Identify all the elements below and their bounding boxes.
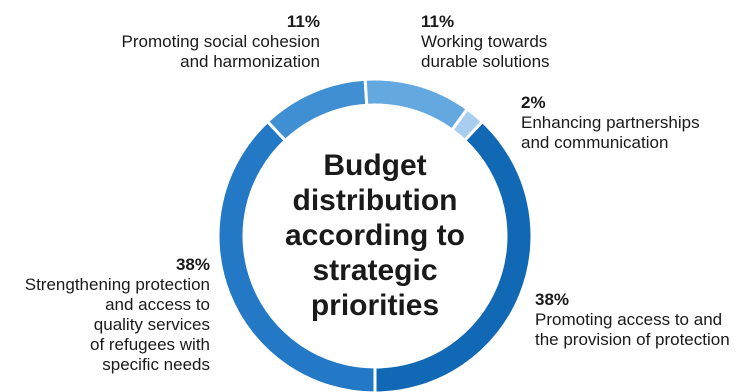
- slice-percent: 11%: [286, 12, 320, 31]
- slice-label-line: quality services: [93, 315, 210, 334]
- slice-percent: 38%: [175, 255, 210, 274]
- slice-label-line: Strengthening protection: [24, 275, 210, 294]
- slice-label-partnerships: 2% Enhancing partnerships and communicat…: [521, 92, 731, 153]
- slice-access-protection: [373, 119, 534, 392]
- slice-label-line: and harmonization: [180, 52, 320, 71]
- slice-percent: 2%: [521, 93, 546, 112]
- slice-social-cohesion: [265, 77, 369, 143]
- slice-label-line: Promoting access to and: [535, 310, 723, 329]
- slice-label-durable-solutions: 11% Working towards durable solutions: [421, 11, 601, 72]
- chart-title: Budget distribution according to strateg…: [262, 148, 488, 323]
- slice-label-line: specific needs: [102, 355, 210, 374]
- slice-label-line: and access to: [105, 295, 210, 314]
- title-line: priorities: [310, 289, 440, 322]
- slice-label-line: Working towards: [421, 32, 548, 51]
- slice-label-line: Enhancing partnerships: [521, 113, 700, 132]
- title-line: according to: [284, 219, 465, 252]
- slice-percent: 38%: [535, 290, 570, 309]
- slice-label-line: Promoting social cohesion: [121, 32, 320, 51]
- slice-label-line: of refugees with: [89, 335, 210, 354]
- slice-label-line: durable solutions: [421, 52, 550, 71]
- slice-percent: 11%: [421, 12, 455, 31]
- slice-label-line: the provision of protection: [535, 330, 730, 349]
- slice-label-access-protection: 38% Promoting access to and the provisio…: [535, 289, 745, 350]
- title-line: Budget: [323, 149, 427, 182]
- title-line: distribution: [292, 184, 458, 217]
- slice-label-social-cohesion: 11% Promoting social cohesion and harmon…: [88, 11, 320, 72]
- title-line: strategic: [312, 254, 438, 287]
- slice-durable-solutions: [363, 77, 470, 133]
- slice-label-line: and communication: [521, 133, 669, 152]
- slice-label-strengthening-protection: 38% Strengthening protection and access …: [2, 254, 210, 375]
